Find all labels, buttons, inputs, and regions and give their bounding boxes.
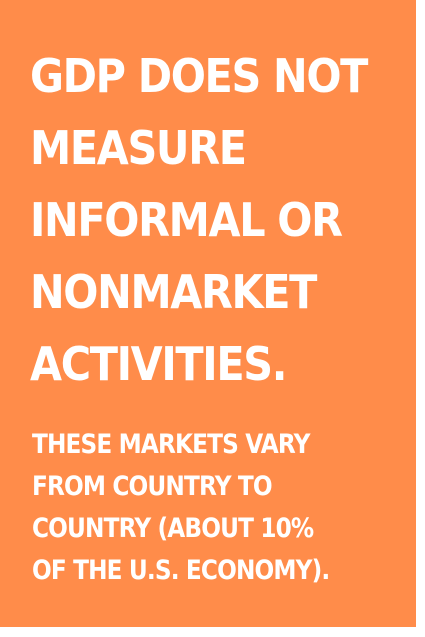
body-line: FROM COUNTRY TO	[32, 471, 273, 502]
heading-line: MEASURE	[30, 121, 247, 175]
body-line: COUNTRY (ABOUT 10%	[32, 513, 314, 544]
slide-body: THESE MARKETS VARY FROM COUNTRY TO COUNT…	[32, 424, 412, 592]
heading-line: INFORMAL OR	[30, 193, 343, 247]
heading-line: GDP DOES NOT	[30, 49, 368, 103]
slide-heading: GDP DOES NOT MEASURE INFORMAL OR NONMARK…	[30, 40, 414, 400]
heading-line: NONMARKET	[30, 265, 317, 319]
slide-card: GDP DOES NOT MEASURE INFORMAL OR NONMARK…	[0, 0, 416, 627]
heading-line: ACTIVITIES.	[30, 337, 287, 391]
body-line: OF THE U.S. ECONOMY).	[32, 555, 330, 586]
body-line: THESE MARKETS VARY	[32, 429, 310, 460]
